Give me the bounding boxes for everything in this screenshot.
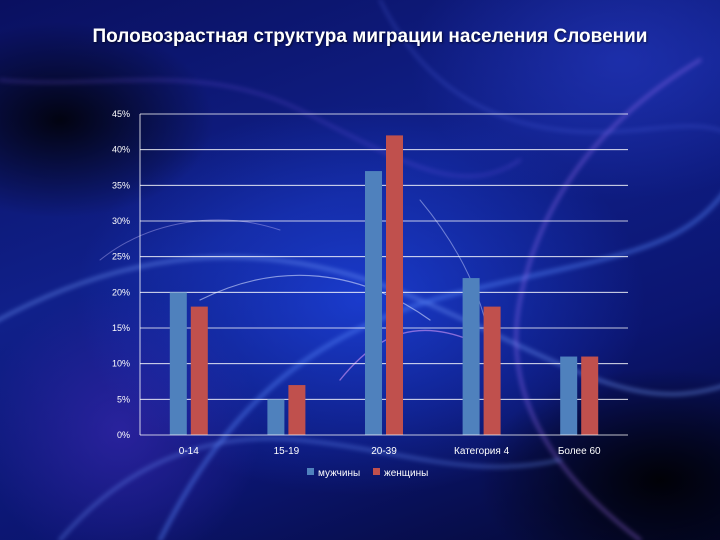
page-title: Половозрастная структура миграции населе… (92, 26, 648, 47)
bar-women (288, 385, 306, 435)
y-tick-labels: 0% 5% 10% 15% 20% 25% 30% 35% 40% 45% (112, 109, 130, 440)
y-tick-label: 10% (112, 359, 130, 369)
bar-men (365, 171, 382, 436)
y-tick-label: 45% (112, 109, 130, 119)
bar-men (169, 292, 187, 435)
grid-lines (140, 113, 628, 400)
bar-women (386, 135, 403, 435)
y-tick-label: 5% (117, 394, 130, 404)
y-tick-label: 40% (112, 145, 130, 155)
bar-men (462, 278, 480, 435)
legend-label-men: мужчины (318, 468, 360, 479)
y-tick-label: 35% (112, 180, 130, 190)
y-tick-label: 0% (117, 430, 130, 440)
bar-women (190, 306, 208, 435)
y-tick-label: 20% (112, 287, 130, 297)
y-tick-label: 15% (112, 323, 130, 333)
bar-women (483, 306, 501, 435)
bar-men (560, 356, 578, 435)
x-category-label: Категория 4 (454, 446, 510, 457)
y-tick-label: 30% (112, 216, 130, 226)
y-tick-label: 25% (112, 252, 130, 262)
x-category-label: Более 60 (558, 446, 601, 457)
legend-swatch-women (373, 468, 380, 475)
x-category-label: 20-39 (371, 446, 397, 457)
bar-women (581, 356, 599, 435)
bar-men (267, 399, 285, 435)
x-category-label: 15-19 (274, 446, 300, 457)
bars (169, 135, 599, 436)
legend-swatch-men (307, 468, 314, 475)
category-labels: 0-14 15-19 20-39 Категория 4 Более 60 (179, 446, 601, 457)
x-category-label: 0-14 (179, 446, 199, 457)
legend: мужчины женщины (307, 468, 428, 479)
legend-label-women: женщины (384, 468, 428, 479)
